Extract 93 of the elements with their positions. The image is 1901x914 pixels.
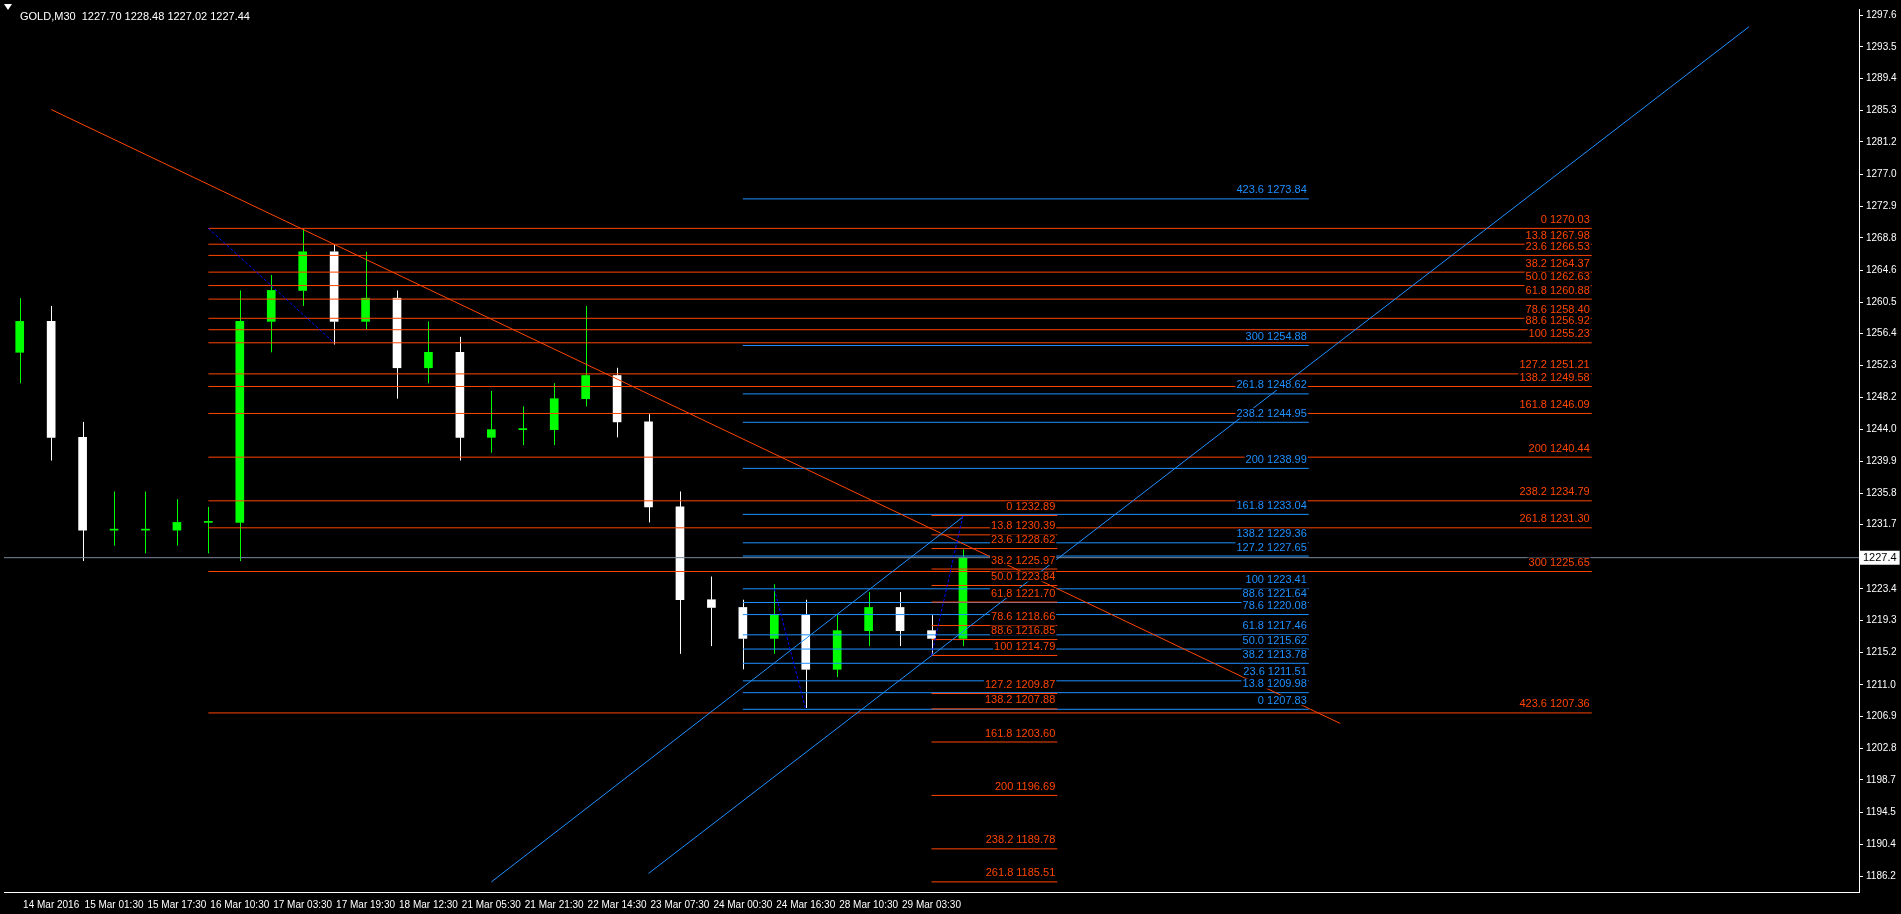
y-tick-label: 1219.3 bbox=[1866, 614, 1898, 626]
annotation: 127.2 1227.65 bbox=[1236, 540, 1307, 553]
annotation: 13.8 1267.98 bbox=[1525, 228, 1590, 241]
y-tick-label: 1260.5 bbox=[1866, 295, 1898, 307]
y-tick-label: 1239.9 bbox=[1866, 455, 1898, 467]
annotation: 50.0 1262.63 bbox=[1525, 270, 1590, 283]
annotation: 161.8 1203.60 bbox=[984, 726, 1056, 739]
x-tick-label: 21 Mar 05:30 bbox=[461, 898, 522, 910]
y-tick-label: 1190.4 bbox=[1866, 837, 1897, 849]
annotation: 127.2 1209.87 bbox=[984, 678, 1056, 691]
annotation: 300 1254.88 bbox=[1245, 330, 1307, 343]
annotation: 38.2 1225.97 bbox=[991, 553, 1056, 566]
y-tick-label: 1194.5 bbox=[1866, 806, 1897, 818]
x-tick-label: 22 Mar 14:30 bbox=[587, 898, 647, 910]
annotation: 0 1232.89 bbox=[1006, 500, 1056, 513]
x-tick-label: 15 Mar 17:30 bbox=[147, 898, 207, 910]
annotation: 161.8 1246.09 bbox=[1519, 397, 1590, 410]
annotation: 138.2 1249.58 bbox=[1519, 371, 1590, 384]
ref-line-label: 1227.4 bbox=[1863, 550, 1897, 563]
y-tick-label: 1297.6 bbox=[1866, 8, 1898, 20]
x-tick-label: 29 Mar 03:30 bbox=[902, 898, 962, 910]
annotation: 50.0 1223.84 bbox=[991, 570, 1056, 583]
annotation: 61.8 1217.46 bbox=[1242, 619, 1307, 632]
y-tick-label: 1293.5 bbox=[1866, 40, 1898, 52]
annotation: 88.6 1256.92 bbox=[1525, 314, 1590, 327]
annotation: 200 1238.99 bbox=[1245, 452, 1307, 465]
annotation: 13.8 1209.98 bbox=[1242, 677, 1307, 690]
y-tick-label: 1248.2 bbox=[1866, 390, 1898, 402]
x-tick-label: 24 Mar 00:30 bbox=[713, 898, 773, 910]
annotation: 38.2 1213.78 bbox=[1242, 647, 1307, 660]
y-tick-label: 1231.7 bbox=[1866, 518, 1898, 530]
annotation: 138.2 1229.36 bbox=[1236, 527, 1307, 540]
y-tick-label: 1264.6 bbox=[1866, 264, 1898, 276]
annotation: 238.2 1234.79 bbox=[1519, 485, 1590, 498]
annotation: 100 1223.41 bbox=[1245, 573, 1307, 586]
annotation: 0 1270.03 bbox=[1540, 212, 1590, 225]
annotation: 23.6 1211.51 bbox=[1243, 665, 1307, 678]
y-tick-label: 1223.4 bbox=[1866, 582, 1898, 594]
annotation: 261.8 1248.62 bbox=[1236, 378, 1307, 391]
annotation: 23.6 1228.62 bbox=[991, 533, 1056, 546]
annotation: 88.6 1216.85 bbox=[991, 624, 1056, 637]
y-tick-label: 1211.0 bbox=[1866, 678, 1897, 690]
y-tick-label: 1186.2 bbox=[1866, 870, 1897, 882]
y-tick-label: 1235.8 bbox=[1866, 486, 1898, 498]
annotation: 23.6 1266.53 bbox=[1525, 239, 1590, 252]
y-tick-label: 1198.7 bbox=[1866, 773, 1897, 785]
x-tick-label: 16 Mar 10:30 bbox=[210, 898, 270, 910]
x-tick-label: 17 Mar 03:30 bbox=[273, 898, 333, 910]
x-tick-label: 17 Mar 19:30 bbox=[336, 898, 396, 910]
annotation: 78.6 1220.08 bbox=[1242, 599, 1307, 612]
annotation: 200 1240.44 bbox=[1528, 441, 1590, 454]
y-tick-label: 1277.0 bbox=[1866, 168, 1898, 180]
annotation: 138.2 1207.88 bbox=[984, 693, 1056, 706]
annotation: 423.6 1273.84 bbox=[1236, 183, 1307, 196]
chart-title: GOLD,M30 1227.70 1228.48 1227.02 1227.44 bbox=[20, 9, 250, 22]
y-tick-label: 1268.8 bbox=[1866, 231, 1898, 243]
annotation: 127.2 1251.21 bbox=[1519, 358, 1590, 371]
annotation: 238.2 1244.95 bbox=[1236, 406, 1307, 419]
x-tick-label: 23 Mar 07:30 bbox=[650, 898, 710, 910]
y-tick-label: 1202.8 bbox=[1866, 741, 1898, 753]
y-tick-label: 1252.3 bbox=[1866, 359, 1898, 371]
annotation: 61.8 1260.88 bbox=[1525, 283, 1590, 296]
annotation: 161.8 1233.04 bbox=[1236, 498, 1307, 511]
annotation: 13.8 1230.39 bbox=[991, 519, 1056, 532]
annotation: 0 1207.83 bbox=[1257, 693, 1307, 706]
x-tick-label: 15 Mar 01:30 bbox=[84, 898, 144, 910]
annotation: 261.8 1231.30 bbox=[1519, 512, 1590, 525]
x-tick-label: 24 Mar 16:30 bbox=[776, 898, 836, 910]
annotation: 50.0 1215.62 bbox=[1242, 633, 1307, 646]
annotation: 261.8 1185.51 bbox=[985, 866, 1056, 879]
annotation: 238.2 1189.78 bbox=[985, 833, 1056, 846]
annotation: 300 1225.65 bbox=[1528, 556, 1590, 569]
annotation: 78.6 1218.66 bbox=[991, 610, 1056, 623]
annotation: 61.8 1221.70 bbox=[991, 586, 1056, 599]
annotation: 100 1255.23 bbox=[1528, 327, 1590, 340]
y-tick-label: 1285.3 bbox=[1866, 104, 1898, 116]
y-tick-label: 1244.0 bbox=[1866, 423, 1898, 435]
annotation: 78.6 1258.40 bbox=[1525, 302, 1590, 315]
y-tick-label: 1289.4 bbox=[1866, 72, 1898, 84]
annotation: 88.6 1221.64 bbox=[1242, 587, 1307, 600]
y-tick-label: 1215.2 bbox=[1866, 646, 1898, 658]
y-tick-label: 1281.2 bbox=[1866, 135, 1898, 147]
x-tick-label: 18 Mar 12:30 bbox=[398, 898, 459, 910]
y-tick-label: 1272.9 bbox=[1866, 199, 1898, 211]
annotation: 38.2 1264.37 bbox=[1525, 256, 1590, 269]
annotation: 200 1196.69 bbox=[994, 779, 1056, 792]
x-tick-label: 14 Mar 2016 bbox=[23, 898, 80, 910]
annotation: 100 1214.79 bbox=[994, 640, 1056, 653]
y-tick-label: 1256.4 bbox=[1866, 327, 1898, 339]
annotation: 423.6 1207.36 bbox=[1519, 697, 1590, 710]
y-tick-label: 1206.9 bbox=[1866, 710, 1898, 722]
x-tick-label: 28 Mar 10:30 bbox=[839, 898, 899, 910]
x-tick-label: 21 Mar 21:30 bbox=[524, 898, 585, 910]
